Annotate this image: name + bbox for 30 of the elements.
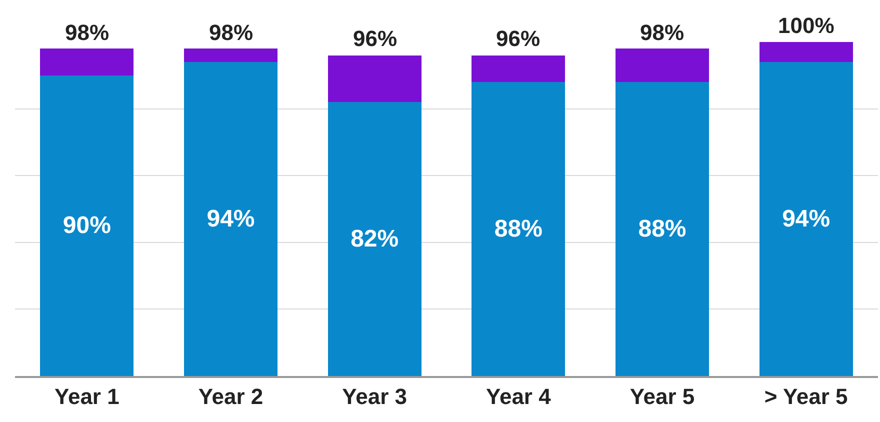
total-label: 98% — [209, 20, 254, 45]
x-tick-label: Year 3 — [342, 384, 407, 410]
bar — [40, 75, 134, 376]
data-label: 82% — [350, 226, 399, 253]
x-tick-label: Year 4 — [486, 384, 552, 410]
bar — [472, 82, 566, 376]
x-tick-label: > Year 5 — [764, 384, 848, 410]
total-label: 96% — [496, 26, 540, 51]
bar — [616, 82, 709, 376]
bar — [616, 48, 709, 82]
total-label: 100% — [778, 13, 834, 38]
data-label: 88% — [638, 216, 686, 243]
x-tick-label: Year 2 — [198, 384, 264, 410]
total-label: 96% — [353, 26, 398, 51]
data-label: 94% — [206, 206, 255, 233]
bar — [184, 62, 278, 376]
bar — [40, 48, 134, 76]
x-tick-label: Year 5 — [630, 384, 695, 410]
x-tick-label: Year 1 — [54, 384, 120, 410]
bar — [472, 55, 566, 82]
data-label: 88% — [494, 216, 542, 243]
bar — [184, 48, 278, 62]
bar — [328, 102, 422, 376]
total-label: 98% — [640, 20, 684, 45]
bar — [759, 62, 853, 376]
bar — [328, 55, 422, 102]
bar — [759, 42, 853, 62]
total-label: 98% — [65, 20, 110, 45]
data-label: 90% — [62, 212, 111, 240]
data-label: 94% — [782, 206, 830, 233]
